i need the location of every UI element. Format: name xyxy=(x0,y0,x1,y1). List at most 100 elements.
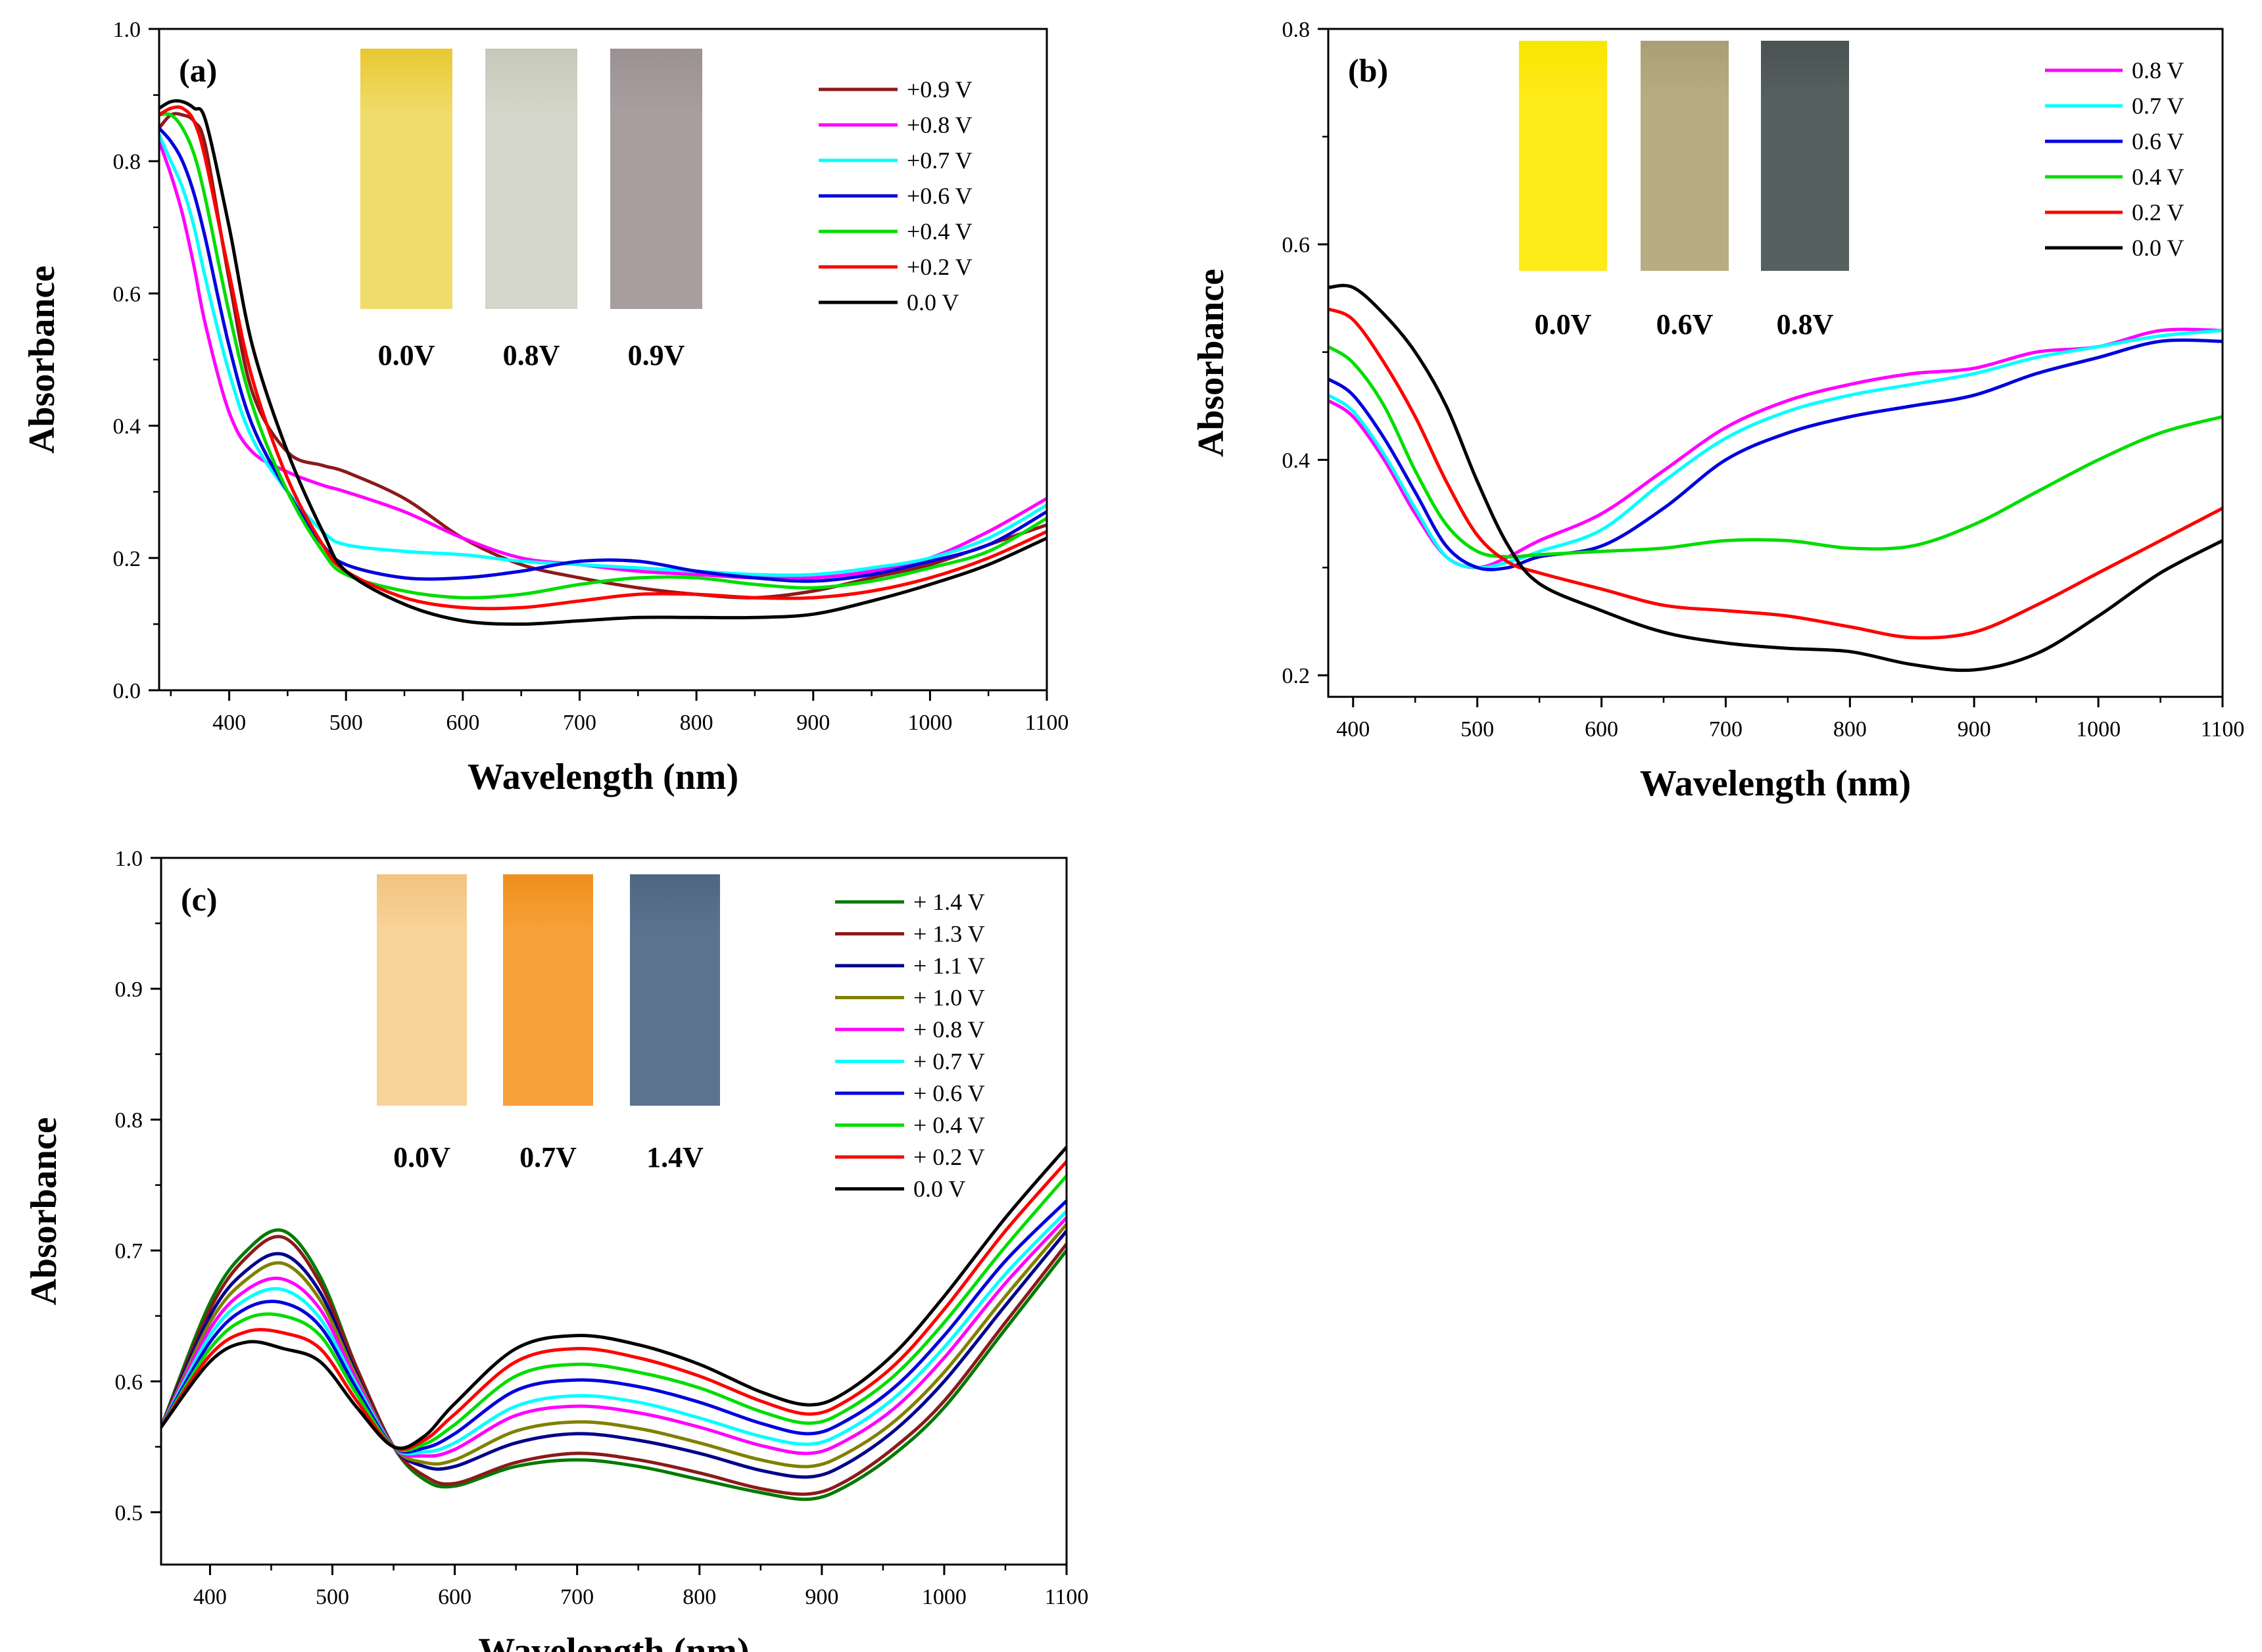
y-tick-label: 1.0 xyxy=(115,847,143,871)
swatch-label: 0.0V xyxy=(1535,308,1592,341)
series-line xyxy=(161,1160,1067,1451)
legend-label: + 0.6 V xyxy=(913,1080,985,1106)
x-tick-label: 1000 xyxy=(922,1585,967,1609)
legend-label: +0.2 V xyxy=(907,254,973,280)
x-axis-title: Wavelength (nm) xyxy=(468,757,738,797)
x-tick-label: 400 xyxy=(193,1585,227,1609)
legend-label: 0.2 V xyxy=(2132,199,2184,225)
y-axis-title: Absorbance xyxy=(24,1117,64,1305)
swatch-label: 0.7V xyxy=(519,1141,577,1173)
x-tick-label: 800 xyxy=(680,711,713,735)
legend-label: + 0.8 V xyxy=(913,1016,985,1043)
x-tick-label: 400 xyxy=(1336,717,1370,742)
panel-label: (b) xyxy=(1348,52,1388,89)
y-tick-label: 0.6 xyxy=(115,1370,143,1394)
series-group xyxy=(159,99,1047,626)
legend-label: 0.8 V xyxy=(2132,57,2184,83)
legend: 0.8 V 0.7 V 0.6 V 0.4 V 0.2 V 0.0 V xyxy=(2045,57,2184,261)
film-swatch xyxy=(1761,41,1849,271)
legend-label: + 0.2 V xyxy=(913,1144,985,1170)
x-tick-label: 1100 xyxy=(2201,717,2245,742)
x-tick-label: 500 xyxy=(316,1585,349,1609)
film-swatch xyxy=(360,49,452,309)
legend-label: 0.7 V xyxy=(2132,93,2184,119)
film-swatch xyxy=(377,874,467,1106)
series-line xyxy=(159,112,1047,600)
plot-frame xyxy=(1327,28,2224,698)
y-tick-label: 0.4 xyxy=(1282,448,1311,473)
x-tick-label: 700 xyxy=(560,1585,594,1609)
y-tick-label: 0.8 xyxy=(115,1108,143,1133)
x-tick-label: 900 xyxy=(796,711,830,735)
legend-label: +0.9 V xyxy=(907,76,973,103)
legend-label: +0.4 V xyxy=(907,218,973,245)
legend-label: 0.0 V xyxy=(913,1176,965,1202)
x-tick-label: 900 xyxy=(805,1585,838,1609)
series-line xyxy=(159,99,1047,626)
y-axis-title: Absorbance xyxy=(22,266,62,454)
legend-label: +0.6 V xyxy=(907,183,973,209)
series-line xyxy=(161,1235,1067,1496)
y-axis-title: Absorbance xyxy=(1191,269,1232,457)
series-line xyxy=(161,1145,1067,1450)
series-group xyxy=(1328,283,2223,673)
y-tick-label: 0.8 xyxy=(113,150,141,174)
series-line xyxy=(1328,344,2223,559)
x-tick-label: 1000 xyxy=(2076,717,2121,742)
x-tick-label: 800 xyxy=(683,1585,716,1609)
series-line xyxy=(161,1229,1067,1479)
panel-label: (c) xyxy=(181,881,218,918)
series-line xyxy=(1328,327,2223,569)
plot-frame xyxy=(160,857,1068,1566)
legend-label: +0.7 V xyxy=(907,147,973,174)
x-tick-label: 900 xyxy=(1958,717,1991,742)
x-tick-label: 1000 xyxy=(907,711,952,735)
x-tick-label: 400 xyxy=(212,711,246,735)
panel-label: (a) xyxy=(179,52,217,89)
film-swatch xyxy=(1519,41,1607,271)
chart-panel-a: 0.0V 0.8V 0.9V 400 500 600 700 800 900 1000 1100 0.… xyxy=(22,18,1069,797)
x-tick-label: 700 xyxy=(563,711,596,735)
legend-label: + 1.0 V xyxy=(913,985,985,1011)
x-axis-title: Wavelength (nm) xyxy=(1640,763,1911,804)
legend-label: +0.8 V xyxy=(907,112,973,138)
swatch-label: 0.9V xyxy=(628,339,685,371)
y-tick-label: 0.4 xyxy=(113,415,141,439)
legend-label: 0.0 V xyxy=(907,289,959,316)
y-tick-label: 0.7 xyxy=(115,1239,143,1263)
y-tick-label: 0.6 xyxy=(113,282,141,306)
x-tick-label: 700 xyxy=(1709,717,1743,742)
x-tick-label: 1100 xyxy=(1025,711,1069,735)
series-line xyxy=(1328,307,2223,640)
series-line xyxy=(1328,329,2223,570)
series-line xyxy=(161,1216,1067,1458)
swatch-label: 1.4V xyxy=(646,1141,704,1173)
swatch-label: 0.8V xyxy=(503,339,560,371)
series-line xyxy=(159,126,1047,583)
series-group xyxy=(161,1145,1067,1501)
swatch-label: 0.0V xyxy=(378,339,435,371)
legend-label: + 1.3 V xyxy=(913,921,985,947)
swatch-label: 0.0V xyxy=(393,1141,450,1173)
chart-panel-c: 0.0V 0.7V 1.4V 400 500 600 700 800 900 1000 1100 0.… xyxy=(24,847,1088,1652)
x-tick-label: 500 xyxy=(1460,717,1494,742)
y-tick-label: 0.2 xyxy=(1282,664,1311,688)
legend-label: + 1.1 V xyxy=(913,953,985,979)
swatch-label: 0.6V xyxy=(1656,308,1714,341)
y-tick-label: 1.0 xyxy=(113,18,141,42)
y-tick-label: 0.2 xyxy=(113,547,141,571)
legend-label: 0.6 V xyxy=(2132,128,2184,154)
x-axis-title: Wavelength (nm) xyxy=(478,1631,749,1652)
x-tick-label: 600 xyxy=(446,711,479,735)
film-swatch xyxy=(610,49,702,309)
legend: + 1.4 V + 1.3 V + 1.1 V + 1.0 V + 0.8 V + 0.7… xyxy=(835,889,985,1202)
series-line xyxy=(1328,283,2223,673)
y-tick-label: 0.9 xyxy=(115,978,143,1002)
legend-label: 0.4 V xyxy=(2132,164,2184,190)
x-tick-label: 600 xyxy=(1585,717,1618,742)
x-tick-label: 800 xyxy=(1833,717,1867,742)
y-tick-label: 0.5 xyxy=(115,1501,143,1525)
series-line xyxy=(161,1210,1067,1456)
x-tick-label: 1100 xyxy=(1045,1585,1089,1609)
